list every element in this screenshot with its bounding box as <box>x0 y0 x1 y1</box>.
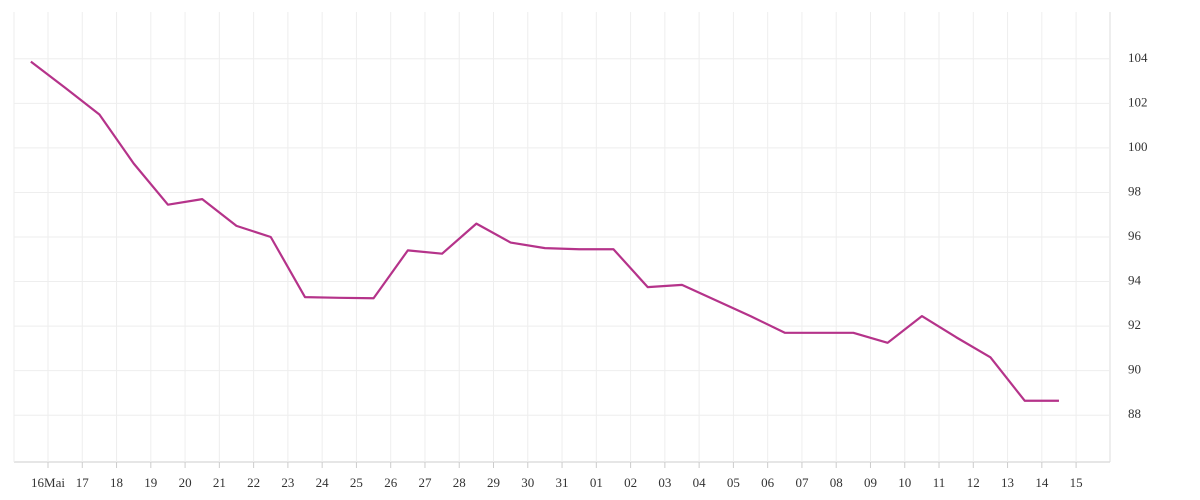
line-series <box>30 60 1059 402</box>
y-tick-label: 96 <box>1128 228 1142 243</box>
y-tick-label: 98 <box>1128 183 1141 198</box>
x-tick-label: 05 <box>727 475 740 490</box>
x-tick-label: 27 <box>418 475 432 490</box>
x-tick-label: 29 <box>487 475 500 490</box>
y-tick-label: 90 <box>1128 362 1141 377</box>
x-tick-label: 28 <box>453 475 466 490</box>
y-tick-label: 92 <box>1128 317 1141 332</box>
y-tick-label: 88 <box>1128 406 1141 421</box>
x-tick-label: 07 <box>795 475 809 490</box>
x-tick-label: 04 <box>693 475 707 490</box>
x-tick-label: 14 <box>1035 475 1049 490</box>
x-tick-label: 26 <box>384 475 398 490</box>
x-tick-label: 21 <box>213 475 226 490</box>
x-tick-label: 17 <box>76 475 90 490</box>
x-tick-label: 16Mai <box>31 475 65 490</box>
x-tick-label: 15 <box>1070 475 1083 490</box>
x-tick-label: 22 <box>247 475 260 490</box>
x-tick-label: 06 <box>761 475 775 490</box>
y-tick-label: 94 <box>1128 273 1142 288</box>
x-tick-label: 18 <box>110 475 123 490</box>
x-tick-label: 10 <box>898 475 911 490</box>
x-tick-label: 25 <box>350 475 363 490</box>
x-tick-label: 02 <box>624 475 637 490</box>
x-tick-label: 30 <box>521 475 534 490</box>
x-tick-label: 13 <box>1001 475 1014 490</box>
x-tick-label: 12 <box>967 475 980 490</box>
x-tick-label: 01 <box>590 475 603 490</box>
x-tick-label: 03 <box>658 475 671 490</box>
x-tick-label: 11 <box>933 475 946 490</box>
x-tick-label: 31 <box>556 475 569 490</box>
x-tick-label: 24 <box>316 475 330 490</box>
y-tick-label: 100 <box>1128 139 1148 154</box>
x-tick-label: 09 <box>864 475 877 490</box>
x-tick-label: 20 <box>179 475 192 490</box>
y-tick-label: 104 <box>1128 50 1148 65</box>
x-tick-label: 08 <box>830 475 843 490</box>
x-tick-label: 19 <box>144 475 157 490</box>
x-tick-label: 23 <box>281 475 294 490</box>
y-tick-label: 102 <box>1128 94 1148 109</box>
